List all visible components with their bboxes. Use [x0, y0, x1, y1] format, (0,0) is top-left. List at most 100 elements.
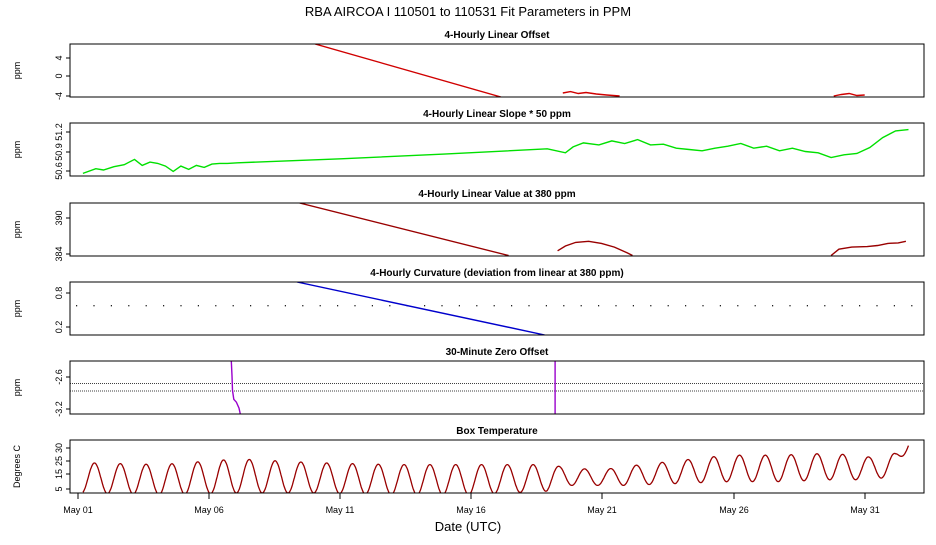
reference-dot: [493, 305, 495, 307]
x-tick-label: May 26: [719, 505, 749, 515]
reference-dot: [232, 305, 234, 307]
x-tick-label: May 11: [326, 505, 355, 515]
panel-title: 4-Hourly Linear Value at 380 ppm: [418, 189, 575, 200]
x-tick-label: May 21: [587, 505, 617, 515]
reference-dot: [284, 305, 286, 307]
panel-frame: [69, 122, 925, 177]
reference-dot: [806, 305, 808, 307]
y-tick-label: 0.2: [54, 321, 64, 334]
reference-dot: [424, 305, 426, 307]
reference-dot: [545, 305, 547, 307]
panel-6: Box Temperature Degrees C 30 25 15 5: [12, 426, 925, 494]
x-axis: May 01 May 06 May 11 May 16 May 21 May 26 May …: [63, 493, 880, 515]
y-axis-label: ppm: [12, 379, 22, 397]
reference-dot: [215, 305, 217, 307]
reference-dot: [824, 305, 826, 307]
reference-dot: [76, 305, 78, 307]
series-line-value: [299, 203, 509, 256]
reference-dot: [911, 305, 913, 307]
reference-dot: [772, 305, 774, 307]
series-line-offset: [833, 92, 865, 97]
y-tick-label: 0.8: [54, 287, 64, 300]
reference-dot: [145, 305, 147, 307]
reference-dot: [511, 305, 513, 307]
panel-1: 4-Hourly Linear Offset ppm 4 0 -4: [12, 30, 925, 100]
panel-title: 30-Minute Zero Offset: [446, 347, 549, 358]
series-line-temperature: [82, 445, 910, 493]
series-line-offset: [562, 90, 620, 97]
reference-dot: [702, 305, 704, 307]
reference-dot: [337, 305, 339, 307]
reference-dot: [632, 305, 634, 307]
reference-dot: [754, 305, 756, 307]
plot-area: [314, 44, 865, 97]
panel-4: 4-Hourly Curvature (deviation from linea…: [12, 268, 925, 336]
y-tick-label: 25: [54, 456, 64, 466]
plot-area: [82, 128, 909, 175]
reference-dot: [650, 305, 652, 307]
y-tick-label: 50.6: [54, 162, 64, 180]
reference-dot: [615, 305, 617, 307]
y-axis-label: ppm: [12, 141, 22, 159]
reference-dot: [93, 305, 95, 307]
reference-dot: [841, 305, 843, 307]
x-tick-label: May 16: [456, 505, 486, 515]
reference-dot: [580, 305, 582, 307]
y-tick-label: 5: [54, 486, 64, 491]
reference-dot: [876, 305, 878, 307]
reference-dot: [528, 305, 530, 307]
panel-frame: [69, 360, 925, 415]
reference-dot: [110, 305, 112, 307]
y-tick-label: -4: [54, 92, 64, 100]
y-axis-label: ppm: [12, 300, 22, 318]
plot-area: [296, 282, 545, 335]
panel-title: 4-Hourly Linear Offset: [444, 30, 550, 41]
reference-dot: [789, 305, 791, 307]
series-line-value: [557, 240, 633, 256]
series-line-curvature: [296, 282, 545, 335]
reference-dot: [197, 305, 199, 307]
reference-dot: [441, 305, 443, 307]
plot-area: [299, 203, 907, 256]
reference-dot: [458, 305, 460, 307]
reference-dot: [371, 305, 373, 307]
y-tick-label: 15: [54, 469, 64, 479]
y-tick-label: 384: [54, 246, 64, 261]
reference-dot: [319, 305, 321, 307]
panel-2: 4-Hourly Linear Slope * 50 ppm ppm 51.2 50.…: [12, 109, 925, 180]
reference-dot: [685, 305, 687, 307]
reference-dot: [354, 305, 356, 307]
reference-dot: [859, 305, 861, 307]
reference-dot: [737, 305, 739, 307]
x-tick-label: May 06: [194, 505, 224, 515]
y-tick-label: 50.9: [54, 143, 64, 161]
y-tick-label: 0: [54, 73, 64, 78]
panel-frame: [69, 281, 925, 336]
panel-frame: [69, 202, 925, 257]
reference-dot: [163, 305, 165, 307]
y-tick-label: 4: [54, 55, 64, 60]
y-tick-label: 30: [54, 443, 64, 453]
reference-dot: [267, 305, 269, 307]
y-tick-label: -3.2: [54, 401, 64, 417]
page-title: RBA AIRCOA I 110501 to 110531 Fit Parame…: [305, 4, 631, 19]
reference-dot: [476, 305, 478, 307]
panels: 4-Hourly Linear Offset ppm 4 0 -4 4-Hourly Li…: [12, 30, 925, 494]
x-axis-title: Date (UTC): [435, 519, 501, 534]
y-axis-label: Degrees C: [12, 444, 22, 488]
plot-area: [230, 361, 556, 414]
panel-5: 30-Minute Zero Offset ppm -2.6 -3.2: [12, 347, 925, 417]
series-line-zero: [230, 361, 241, 414]
y-tick-label: 390: [54, 210, 64, 225]
panel-frame: [69, 43, 925, 98]
series-line-value: [830, 240, 907, 256]
reference-dot: [667, 305, 669, 307]
reference-dot: [719, 305, 721, 307]
reference-dot: [180, 305, 182, 307]
reference-dot: [389, 305, 391, 307]
panel-title: 4-Hourly Curvature (deviation from linea…: [370, 268, 623, 279]
x-tick-label: May 01: [63, 505, 93, 515]
reference-dot: [302, 305, 304, 307]
